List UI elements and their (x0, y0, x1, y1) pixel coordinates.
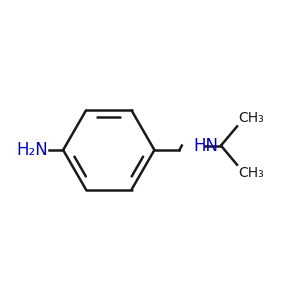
Text: HN: HN (194, 136, 219, 154)
Text: CH₃: CH₃ (238, 111, 264, 125)
Text: H₂N: H₂N (16, 141, 48, 159)
Text: CH₃: CH₃ (238, 166, 264, 180)
